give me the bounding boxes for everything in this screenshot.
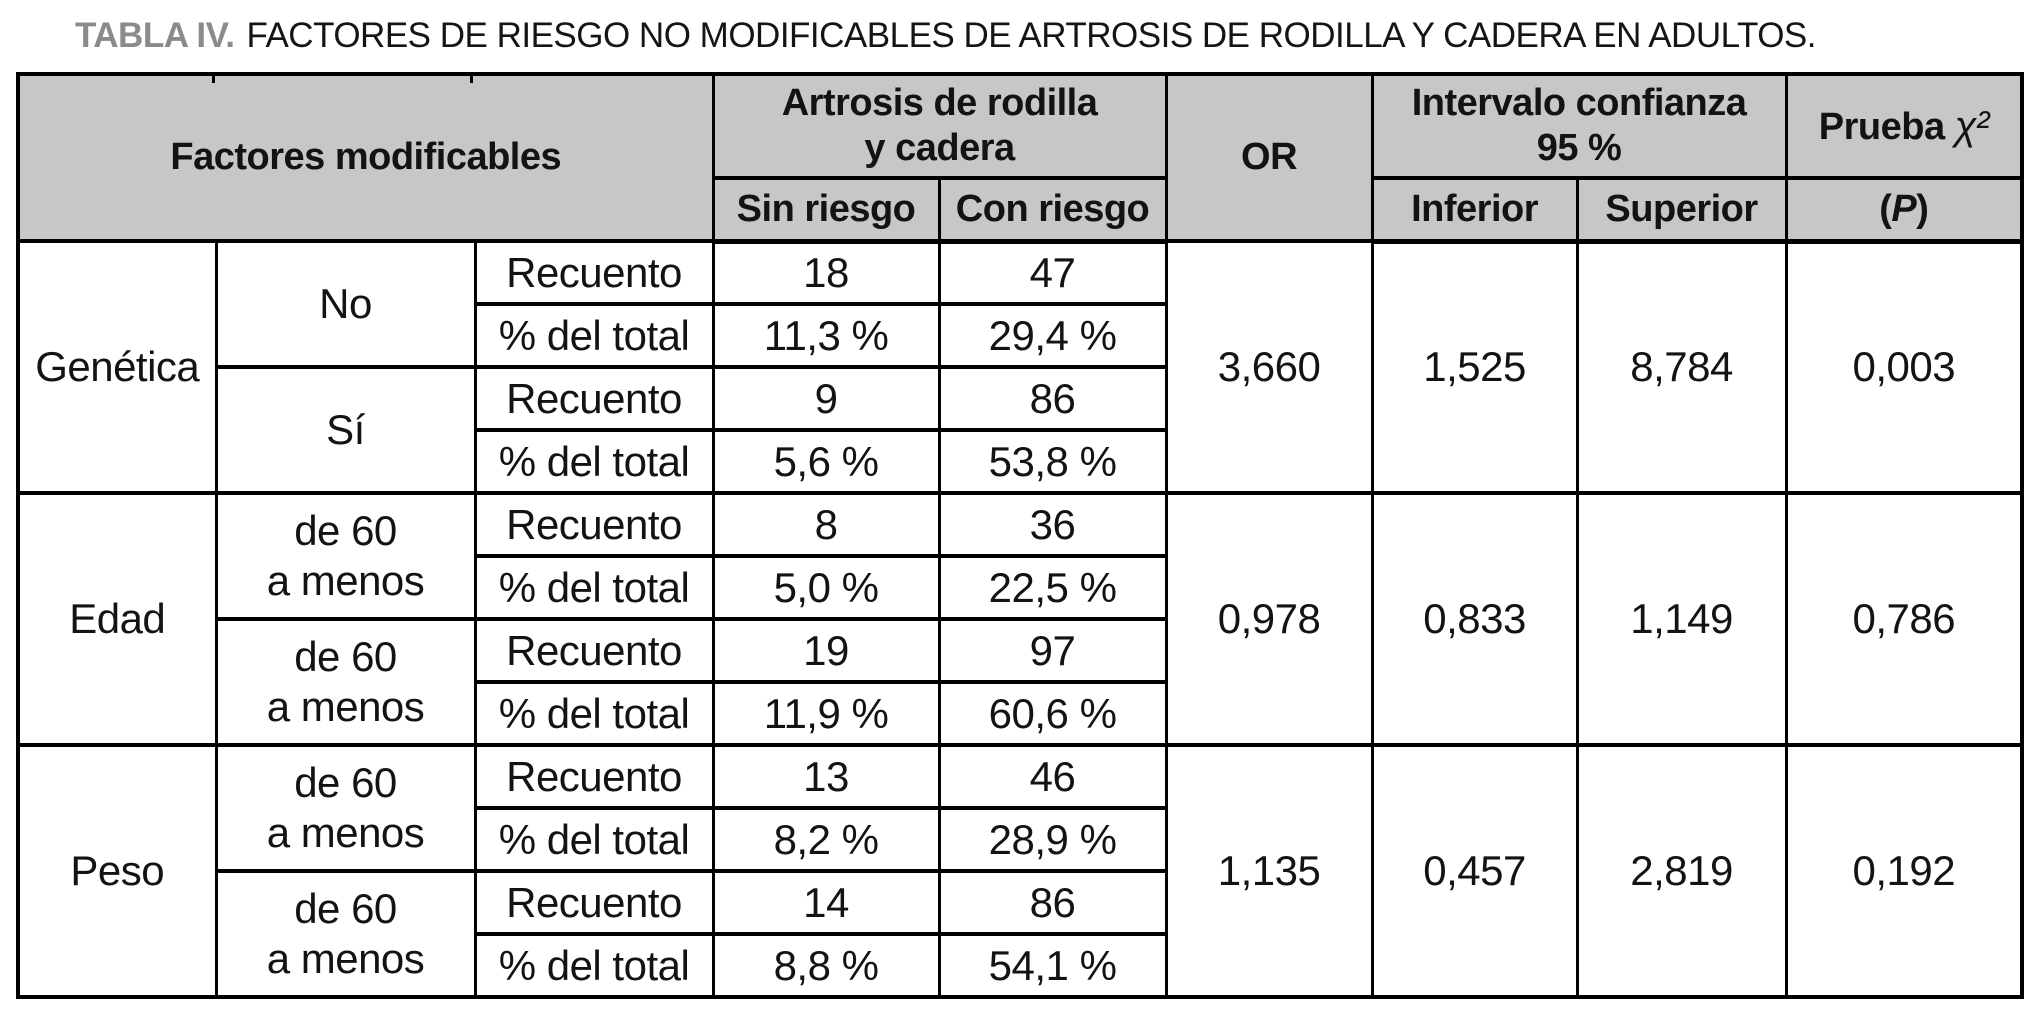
- table-row: % del total 8,2 % 28,9 %: [18, 806, 2022, 873]
- cell-sin-riesgo: 8,8 %: [711, 932, 941, 999]
- cell-ci-inferior: 0,833: [1370, 491, 1579, 747]
- table-row: Edad de 60 a menos Recuento 8 36 0,978 0…: [16, 491, 2024, 747]
- scan-artifact-tick: [212, 74, 215, 83]
- row-label-pct: % del total: [473, 806, 715, 873]
- cell-sin-riesgo: 14: [711, 869, 941, 936]
- cell-p-value: 0,192: [1784, 743, 2024, 999]
- cell-con-riesgo: 53,8 %: [937, 428, 1168, 495]
- cell-sin-riesgo: 11,3 %: [711, 302, 941, 369]
- p-letter: P: [1891, 187, 1917, 230]
- table-row: % del total 5,0 % 22,5 %: [18, 554, 2022, 621]
- cell-ci-inferior: 1,525: [1370, 239, 1579, 495]
- table-row: de 60 a menos Recuento 19 97: [18, 617, 2022, 747]
- header-prueba-label: Prueba: [1818, 105, 1945, 148]
- cell-p-value: 0,003: [1784, 239, 2024, 495]
- factor-name-peso: Peso: [16, 743, 218, 999]
- cell-p-value: 0,786: [1784, 491, 2024, 747]
- row-label-pct: % del total: [473, 302, 715, 369]
- table-caption-text: FACTORES DE RIESGO NO MODIFICABLES DE AR…: [246, 16, 1817, 55]
- row-label-pct: % del total: [473, 932, 715, 999]
- cell-sin-riesgo: 19: [711, 617, 941, 684]
- cell-con-riesgo: 86: [937, 869, 1168, 936]
- cell-con-riesgo: 60,6 %: [937, 680, 1168, 747]
- cell-sin-riesgo: 13: [711, 743, 941, 810]
- subgroup-label: de 60 a menos: [214, 743, 477, 873]
- row-label-recuento: Recuento: [473, 617, 715, 684]
- header-artrosis-rodilla-cadera: Artrosis de rodilla y cadera: [711, 72, 1168, 180]
- chi-squared-symbol: χ²: [1954, 103, 1990, 148]
- table-row: de 60 a menos Recuento 14 86: [18, 869, 2022, 999]
- row-label-recuento: Recuento: [473, 239, 715, 306]
- header-sin-riesgo: Sin riesgo: [711, 176, 941, 244]
- header-inferior: Inferior: [1370, 176, 1579, 244]
- subgroup-label: de 60 a menos: [214, 617, 477, 747]
- cell-con-riesgo: 28,9 %: [937, 806, 1168, 873]
- row-label-pct: % del total: [473, 428, 715, 495]
- p-paren-close: ): [1916, 187, 1929, 230]
- cell-sin-riesgo: 8: [711, 491, 941, 558]
- subgroup-label: No: [214, 239, 477, 369]
- table-caption: TABLA IV. FACTORES DE RIESGO NO MODIFICAB…: [75, 16, 1816, 56]
- table-row: Sí Recuento 9 86: [18, 365, 2022, 495]
- p-paren-open: (: [1879, 187, 1892, 230]
- row-label-pct: % del total: [473, 680, 715, 747]
- cell-sin-riesgo: 8,2 %: [711, 806, 941, 873]
- header-factores-modificables: Factores modificables: [16, 72, 715, 243]
- table-row: % del total 5,6 % 53,8 %: [18, 428, 2022, 495]
- table-row: Genética No Recuento 18 47 3,660 1,525 8…: [16, 239, 2024, 495]
- cell-con-riesgo: 29,4 %: [937, 302, 1168, 369]
- header-intervalo-confianza: Intervalo confianza 95 %: [1370, 72, 1788, 180]
- header-con-riesgo: Con riesgo: [937, 176, 1168, 244]
- cell-sin-riesgo: 5,6 %: [711, 428, 941, 495]
- cell-ci-superior: 1,149: [1575, 491, 1788, 747]
- header-prueba-chi2: Prueba χ²: [1784, 72, 2024, 180]
- row-label-recuento: Recuento: [473, 743, 715, 810]
- cell-sin-riesgo: 11,9 %: [711, 680, 941, 747]
- cell-con-riesgo: 36: [937, 491, 1168, 558]
- cell-sin-riesgo: 18: [711, 239, 941, 306]
- cell-sin-riesgo: 9: [711, 365, 941, 432]
- row-label-recuento: Recuento: [473, 491, 715, 558]
- cell-ci-superior: 8,784: [1575, 239, 1788, 495]
- cell-con-riesgo: 86: [937, 365, 1168, 432]
- subgroup-label: Sí: [214, 365, 477, 495]
- cell-ci-inferior: 0,457: [1370, 743, 1579, 999]
- factor-name-genetica: Genética: [16, 239, 218, 495]
- subgroup-label: de 60 a menos: [214, 491, 477, 621]
- cell-or: 3,660: [1164, 239, 1374, 495]
- table-row: % del total 8,8 % 54,1 %: [18, 932, 2022, 999]
- cell-con-riesgo: 97: [937, 617, 1168, 684]
- row-label-recuento: Recuento: [473, 869, 715, 936]
- table-row: % del total 11,3 % 29,4 %: [18, 302, 2022, 369]
- cell-ci-superior: 2,819: [1575, 743, 1788, 999]
- factor-name-edad: Edad: [16, 491, 218, 747]
- risk-factors-table: Factores modificables Artrosis de rodill…: [16, 72, 2025, 999]
- table-row: % del total 11,9 % 60,6 %: [18, 680, 2022, 747]
- cell-or: 1,135: [1164, 743, 1374, 999]
- scan-artifact-tick: [470, 74, 473, 83]
- cell-con-riesgo: 54,1 %: [937, 932, 1168, 999]
- cell-con-riesgo: 22,5 %: [937, 554, 1168, 621]
- cell-con-riesgo: 46: [937, 743, 1168, 810]
- table-row: Peso de 60 a menos Recuento 13 46 1,135 …: [16, 743, 2024, 999]
- row-label-recuento: Recuento: [473, 365, 715, 432]
- header-superior: Superior: [1575, 176, 1788, 244]
- header-p-value: (P): [1784, 176, 2024, 244]
- cell-or: 0,978: [1164, 491, 1374, 747]
- table-caption-number: TABLA IV.: [75, 16, 235, 55]
- row-label-pct: % del total: [473, 554, 715, 621]
- cell-sin-riesgo: 5,0 %: [711, 554, 941, 621]
- cell-con-riesgo: 47: [937, 239, 1168, 306]
- subgroup-label: de 60 a menos: [214, 869, 477, 999]
- header-or: OR: [1164, 72, 1374, 243]
